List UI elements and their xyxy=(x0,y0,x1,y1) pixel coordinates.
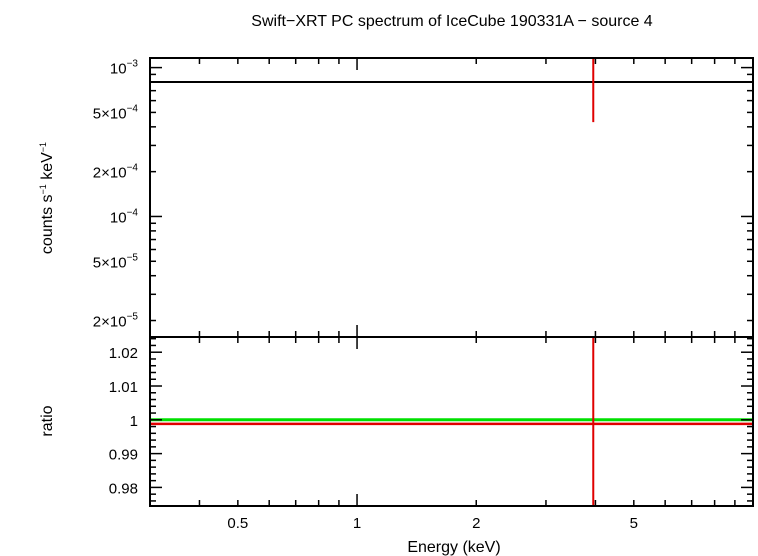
ratio-y-tick-labels: 1.02 1.01 1 0.99 0.98 xyxy=(109,345,138,497)
spectrum-y-tick-label: 5×10−4 xyxy=(93,103,139,122)
spectrum-y-tick-label: 2×10−5 xyxy=(93,312,139,331)
ratio-y-axis-label: ratio xyxy=(39,405,56,436)
x-tick-label: 0.5 xyxy=(227,515,248,532)
spectrum-y-tick-labels: 10−35×10−42×10−410−45×10−52×10−5 xyxy=(93,59,139,331)
tick-base: 10 xyxy=(110,209,127,226)
tick-exponent: −4 xyxy=(127,163,139,174)
tick-exponent: −5 xyxy=(127,252,139,263)
spectrum-y-axis-label: counts s−1 keV−1 xyxy=(38,142,56,254)
x-tick-label: 1 xyxy=(353,515,361,532)
x-axis-tick-labels: 0.5 1 2 5 xyxy=(227,515,638,532)
x-tick-label: 5 xyxy=(630,515,638,532)
tick-base: 10 xyxy=(110,61,127,78)
tick-exponent: −4 xyxy=(127,103,139,114)
x-axis-label: Energy (keV) xyxy=(407,539,500,556)
tick-exponent: −4 xyxy=(127,207,139,218)
ratio-panel-frame xyxy=(149,336,754,507)
spectrum-panel xyxy=(149,57,754,338)
tick-base: 5×10 xyxy=(93,254,127,271)
tick-exponent: −5 xyxy=(127,312,139,323)
x-tick-label: 2 xyxy=(472,515,480,532)
spectrum-y-tick-label: 10−3 xyxy=(110,59,139,78)
tick-base: 2×10 xyxy=(93,314,127,331)
spectrum-y-tick-label: 5×10−5 xyxy=(93,252,139,271)
spectrum-y-tick-label: 2×10−4 xyxy=(93,163,139,182)
tick-exponent: −3 xyxy=(127,59,139,70)
ratio-y-tick-label: 1.01 xyxy=(109,379,138,396)
ratio-y-tick-label: 0.98 xyxy=(109,480,138,497)
chart-title: Swift−XRT PC spectrum of IceCube 190331A… xyxy=(251,13,653,30)
ratio-panel xyxy=(149,336,754,507)
spectrum-y-tick-label: 10−4 xyxy=(110,207,139,226)
ylabel-mid: keV xyxy=(39,152,56,184)
ratio-y-tick-label: 1 xyxy=(130,413,138,430)
spectrum-panel-frame xyxy=(149,57,754,338)
tick-base: 2×10 xyxy=(93,165,127,182)
ylabel-base: counts s xyxy=(39,194,56,254)
ratio-y-tick-label: 0.99 xyxy=(109,447,138,464)
tick-base: 5×10 xyxy=(93,105,127,122)
ylabel-exp2: −1 xyxy=(38,142,48,152)
ratio-y-tick-label: 1.02 xyxy=(109,345,138,362)
ylabel-exp1: −1 xyxy=(38,184,48,194)
